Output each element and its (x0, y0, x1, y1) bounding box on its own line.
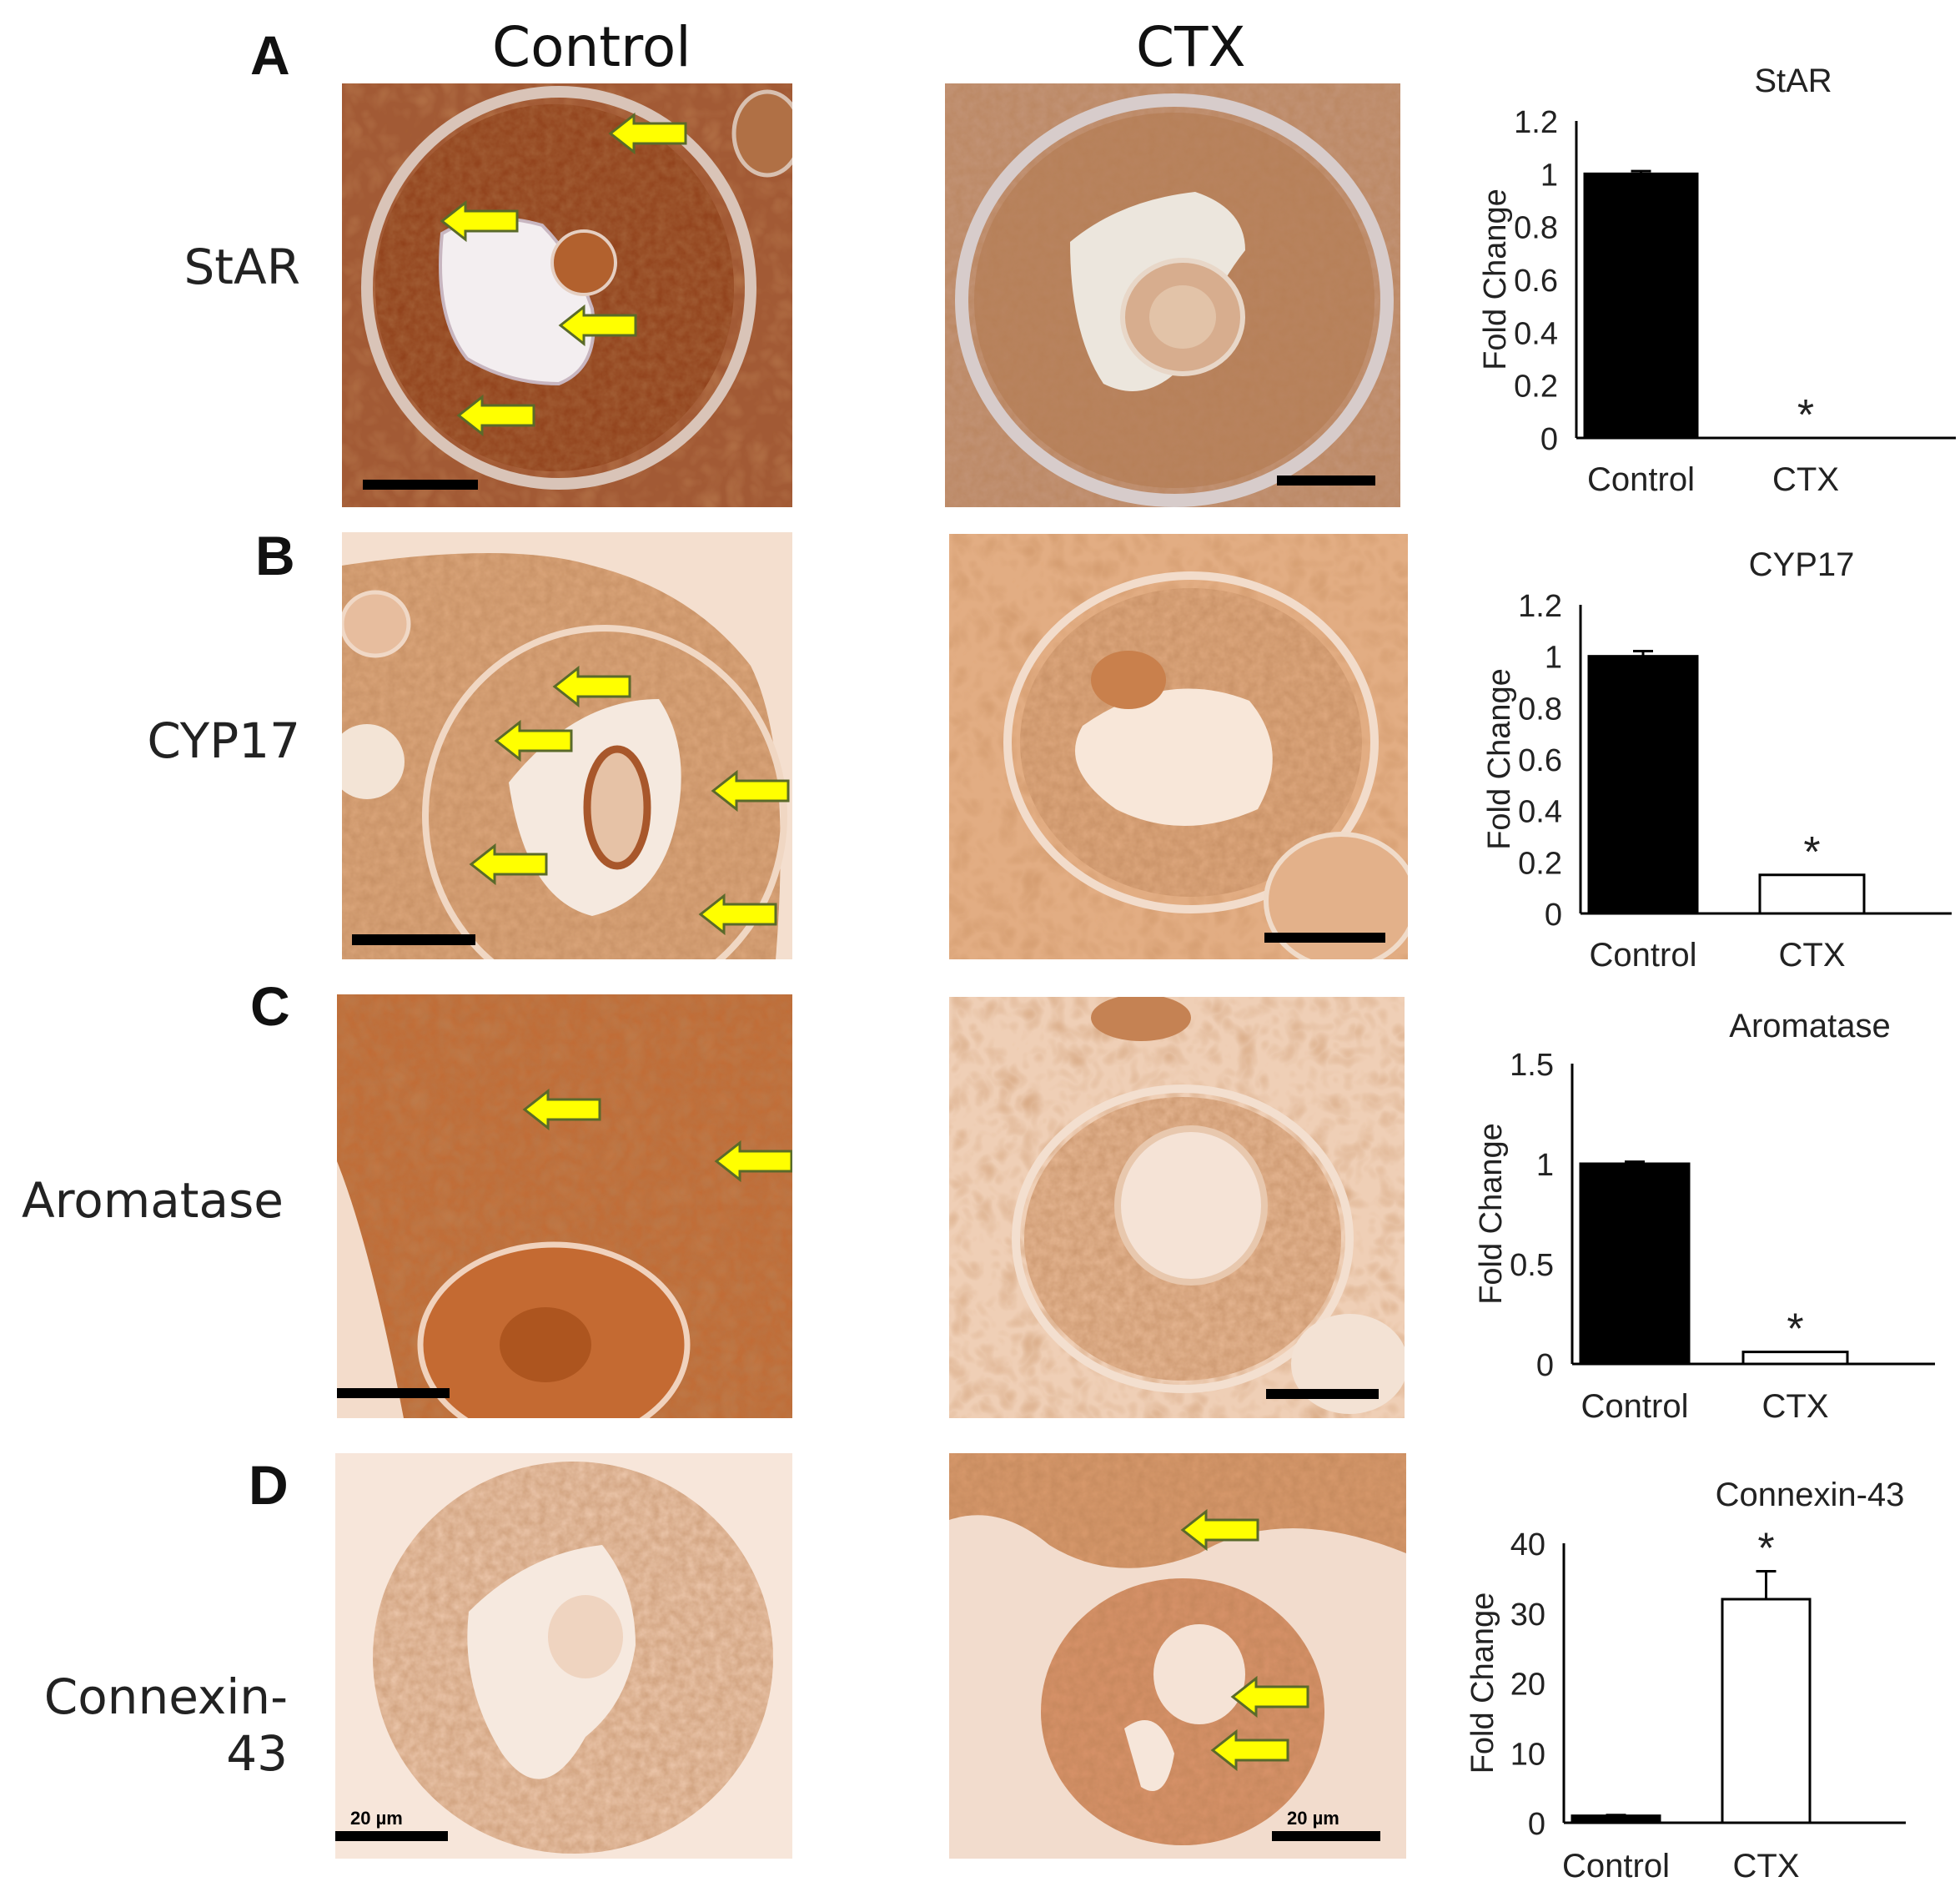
chart-title: Connexin-43 (1716, 1477, 1905, 1513)
scale-bar-label: 20 µm (1287, 1808, 1339, 1829)
column-title-control: Control (492, 15, 691, 79)
y-tick-label: 0.2 (1514, 370, 1558, 405)
scale-bar (335, 1831, 448, 1841)
chart-title: CYP17 (1749, 546, 1855, 583)
bar-chart-connexin-43: Connexin-43 0 10 20 30 40 Fold Change Control * C… (1465, 1468, 1960, 1894)
scale-bar-label: 20 µm (350, 1808, 403, 1829)
y-tick-label: 0 (1528, 1807, 1545, 1842)
micrograph-cyp17-ctx (949, 534, 1408, 959)
scale-bar (352, 934, 475, 945)
y-tick-label: 1.5 (1510, 1048, 1554, 1083)
bar-ctx (1741, 1351, 1849, 1366)
y-tick-label: 0.4 (1514, 316, 1558, 351)
scale-bar (1266, 1389, 1379, 1399)
x-category-label: CTX (1733, 1848, 1800, 1884)
y-axis-label: Fold Change (1474, 1123, 1509, 1305)
micrograph-connexin-control: 20 µm (335, 1453, 792, 1859)
significance-marker: * (1757, 1525, 1774, 1573)
y-axis-label: Fold Change (1482, 668, 1517, 850)
y-tick-label: 40 (1510, 1527, 1545, 1562)
y-tick-label: 0.2 (1518, 846, 1562, 881)
y-tick-label: 30 (1510, 1598, 1545, 1633)
x-category-label: Control (1587, 461, 1695, 498)
scale-bar (337, 1388, 450, 1398)
panel-letter-a: A (250, 24, 290, 86)
y-tick-label: 10 (1510, 1737, 1545, 1772)
y-tick-label: 0 (1545, 898, 1562, 933)
bar-ctx (1758, 873, 1866, 915)
bar-control (1579, 1162, 1691, 1366)
bar-control (1571, 1814, 1661, 1824)
y-tick-label: 0.8 (1518, 692, 1562, 727)
significance-marker: * (1787, 1306, 1803, 1354)
y-tick-label: 0 (1536, 1348, 1554, 1383)
x-category-label: Control (1590, 937, 1697, 974)
significance-marker: * (1803, 828, 1820, 877)
bar-chart-star: StAR 0 0.2 0.4 0.6 0.8 1 1.2 Fold Change Control *… (1468, 50, 1960, 517)
scale-bar (1272, 1831, 1380, 1841)
chart-title: StAR (1754, 63, 1832, 99)
y-tick-label: 20 (1510, 1668, 1545, 1703)
y-tick-label: 1 (1540, 158, 1558, 193)
panel-letter-b: B (255, 525, 295, 586)
row-label-cyp17: CYP17 (147, 712, 300, 769)
chart-title: Aromatase (1729, 1008, 1890, 1044)
x-category-label: Control (1581, 1388, 1689, 1425)
bar-ctx (1721, 1598, 1812, 1824)
x-category-label: Control (1562, 1848, 1670, 1884)
y-tick-label: 0.6 (1514, 264, 1558, 299)
scale-bar (363, 480, 478, 490)
row-label-connexin-43: Connexin-43 (43, 1668, 288, 1782)
panel-letter-d: D (249, 1454, 289, 1516)
x-category-label: CTX (1779, 937, 1846, 974)
panel-letter-c: C (250, 975, 290, 1037)
row-label-star: StAR (183, 239, 300, 295)
bar-chart-aromatase: Aromatase 0 0.5 1 1.5 Fold Change Control * CTX (1468, 997, 1960, 1435)
y-tick-label: 0.4 (1518, 795, 1562, 830)
micrograph-cyp17-control (342, 532, 792, 959)
scale-bar (1277, 476, 1375, 486)
y-tick-label: 0.6 (1518, 743, 1562, 778)
bar-control (1587, 655, 1699, 915)
micrograph-aromatase-ctx (949, 997, 1405, 1418)
micrograph-star-ctx (945, 83, 1400, 507)
micrograph-aromatase-control (337, 994, 792, 1418)
micrograph-connexin-ctx: 20 µm (949, 1453, 1406, 1859)
row-label-aromatase: Aromatase (22, 1172, 284, 1229)
bar-chart-cyp17: CYP17 0 0.2 0.4 0.6 0.8 1 1.2 Fold Change Control… (1468, 534, 1960, 976)
y-tick-label: 1 (1545, 641, 1562, 676)
micrograph-star-control (342, 83, 792, 507)
bar-control (1583, 172, 1699, 440)
y-axis-label: Fold Change (1465, 1593, 1500, 1774)
column-title-ctx: CTX (1136, 15, 1246, 79)
scale-bar (1264, 933, 1385, 943)
significance-marker: * (1797, 391, 1814, 440)
y-tick-label: 0.5 (1510, 1248, 1554, 1283)
y-axis-label: Fold Change (1478, 189, 1513, 370)
y-tick-label: 1.2 (1518, 589, 1562, 624)
y-tick-label: 0.8 (1514, 211, 1558, 246)
x-category-label: CTX (1772, 461, 1839, 498)
y-tick-label: 1 (1536, 1148, 1554, 1183)
y-tick-label: 0 (1540, 422, 1558, 457)
y-tick-label: 1.2 (1514, 105, 1558, 140)
x-category-label: CTX (1762, 1388, 1829, 1425)
